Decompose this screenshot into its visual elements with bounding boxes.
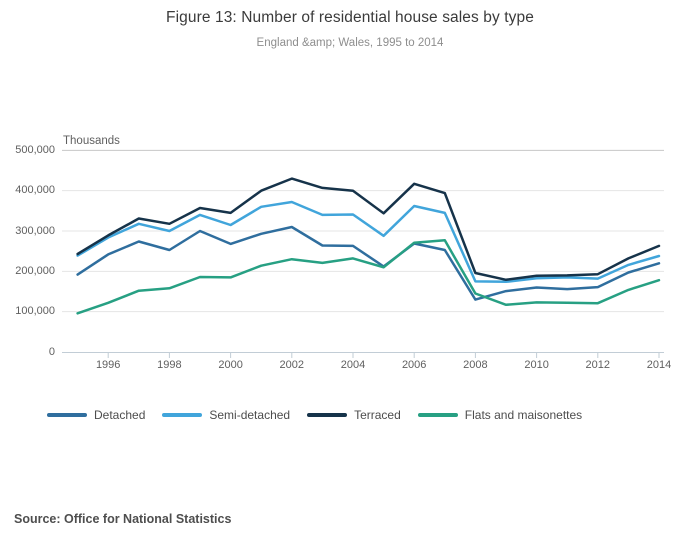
series-line-flats-and-maisonettes xyxy=(76,239,661,315)
legend-label-detached: Detached xyxy=(94,408,146,422)
y-axis-tick-label: 300,000 xyxy=(15,224,55,237)
x-axis-tick-label: 2014 xyxy=(646,359,672,371)
source-note: Source: Office for National Statistics xyxy=(14,512,232,526)
legend-item-terraced: Terraced xyxy=(307,408,401,422)
y-axis-tick-label: 0 xyxy=(48,345,55,358)
legend-item-detached: Detached xyxy=(47,408,145,422)
legend-label-semi-detached: Semi-detached xyxy=(209,408,291,422)
legend-swatch-terraced xyxy=(307,413,348,417)
x-axis-tick-label: 1998 xyxy=(157,359,182,371)
x-axis-tick-label: 2010 xyxy=(524,359,549,371)
legend-label-terraced: Terraced xyxy=(354,408,401,422)
chart-legend: Detached Semi-detached Terraced Flats an… xyxy=(47,407,582,423)
y-axis-tick-label: 100,000 xyxy=(15,305,55,318)
legend-item-flats-and-maisonettes: Flats and maisonettes xyxy=(417,408,583,422)
series-line-semi-detached xyxy=(76,200,661,284)
x-axis-tick-label: 2002 xyxy=(279,359,305,371)
y-axis-tick-label: 400,000 xyxy=(15,184,55,197)
y-axis-tick-label: 200,000 xyxy=(15,264,55,277)
legend-item-semi-detached: Semi-detached xyxy=(162,408,290,422)
y-axis-unit-label: Thousands xyxy=(63,135,120,147)
legend-swatch-detached xyxy=(47,413,87,417)
chart-title: Figure 13: Number of residential house s… xyxy=(166,9,534,26)
x-axis-tick-label: 2008 xyxy=(463,359,488,371)
series-line-terraced xyxy=(76,177,661,282)
legend-swatch-semi-detached xyxy=(162,413,203,417)
x-axis-tick-label: 2004 xyxy=(340,359,366,371)
chart-subtitle: England &amp; Wales, 1995 to 2014 xyxy=(256,37,444,49)
legend-swatch-flats-and-maisonettes xyxy=(417,413,458,417)
x-axis-tick-label: 2000 xyxy=(218,359,243,371)
x-axis-tick-label: 2006 xyxy=(401,359,427,371)
legend-label-flats-and-maisonettes: Flats and maisonettes xyxy=(464,408,583,422)
series-line-detached xyxy=(76,225,661,301)
y-axis-tick-label: 500,000 xyxy=(15,143,55,156)
x-axis-tick-label: 1996 xyxy=(95,359,121,371)
x-axis-tick-label: 2012 xyxy=(585,359,611,371)
